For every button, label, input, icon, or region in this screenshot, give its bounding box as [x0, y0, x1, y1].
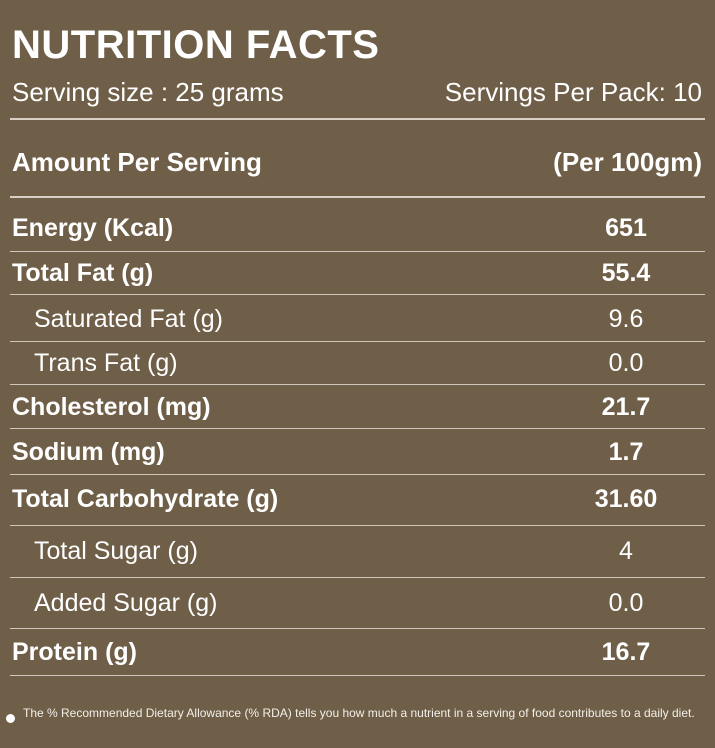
table-row: Total Carbohydrate (g) 31.60 [12, 476, 705, 522]
nutrient-label: Protein (g) [12, 637, 137, 666]
servings-per-pack: Servings Per Pack: 10 [444, 76, 702, 107]
table-row: Total Sugar (g) 4 [12, 527, 705, 575]
divider [10, 251, 705, 252]
nutrient-value: 9.6 [608, 304, 644, 333]
serving-info: Serving size : 25 grams Servings Per Pac… [12, 72, 702, 112]
divider [10, 294, 705, 295]
divider [10, 675, 705, 676]
table-row: Saturated Fat (g) 9.6 [12, 297, 705, 341]
nutrient-label: Total Sugar (g) [34, 536, 198, 565]
nutrient-label: Energy (Kcal) [12, 213, 174, 242]
nutrient-label: Cholesterol (mg) [12, 392, 211, 421]
nutrient-value: 1.7 [608, 437, 644, 466]
footnote-text: The % Recommended Dietary Allowance (% R… [23, 706, 695, 720]
table-row: Protein (g) 16.7 [12, 630, 705, 674]
table-row: Cholesterol (mg) 21.7 [12, 386, 705, 428]
nutrient-value: 4 [619, 536, 633, 565]
rda-footnote: The % Recommended Dietary Allowance (% R… [6, 705, 707, 723]
divider [10, 474, 705, 475]
nutrient-value: 55.4 [601, 258, 651, 287]
divider [10, 118, 705, 120]
table-row: Added Sugar (g) 0.0 [12, 579, 705, 627]
divider [10, 384, 705, 385]
nutrient-label: Trans Fat (g) [34, 348, 178, 377]
divider [10, 628, 705, 629]
nutrition-title: NUTRITION FACTS [12, 23, 380, 67]
serving-size: Serving size : 25 grams [12, 76, 284, 107]
divider [10, 525, 705, 526]
table-header: Amount Per Serving (Per 100gm) [12, 140, 702, 184]
nutrient-label: Sodium (mg) [12, 437, 165, 466]
table-row: Sodium (mg) 1.7 [12, 430, 705, 474]
divider [10, 341, 705, 342]
nutrient-label: Total Fat (g) [12, 258, 154, 287]
per-100gm-label: (Per 100gm) [553, 146, 702, 177]
divider [10, 196, 705, 198]
divider [10, 428, 705, 429]
bullet-icon [6, 714, 15, 723]
nutrient-value: 0.0 [608, 588, 644, 617]
nutrient-label: Added Sugar (g) [34, 588, 218, 617]
nutrient-value: 21.7 [601, 392, 651, 421]
nutrient-value: 31.60 [594, 484, 658, 513]
nutrient-value: 0.0 [608, 348, 644, 377]
divider [10, 577, 705, 578]
nutrient-label: Total Carbohydrate (g) [12, 484, 279, 513]
nutrient-value: 16.7 [601, 637, 651, 666]
table-row: Trans Fat (g) 0.0 [12, 342, 705, 384]
nutrient-value: 651 [605, 213, 647, 242]
nutrient-label: Saturated Fat (g) [34, 304, 223, 333]
nutrition-facts-panel: NUTRITION FACTS Serving size : 25 grams … [10, 23, 705, 676]
table-row: Total Fat (g) 55.4 [12, 252, 705, 294]
table-row: Energy (Kcal) 651 [12, 208, 705, 248]
amount-per-serving-label: Amount Per Serving [12, 146, 262, 177]
